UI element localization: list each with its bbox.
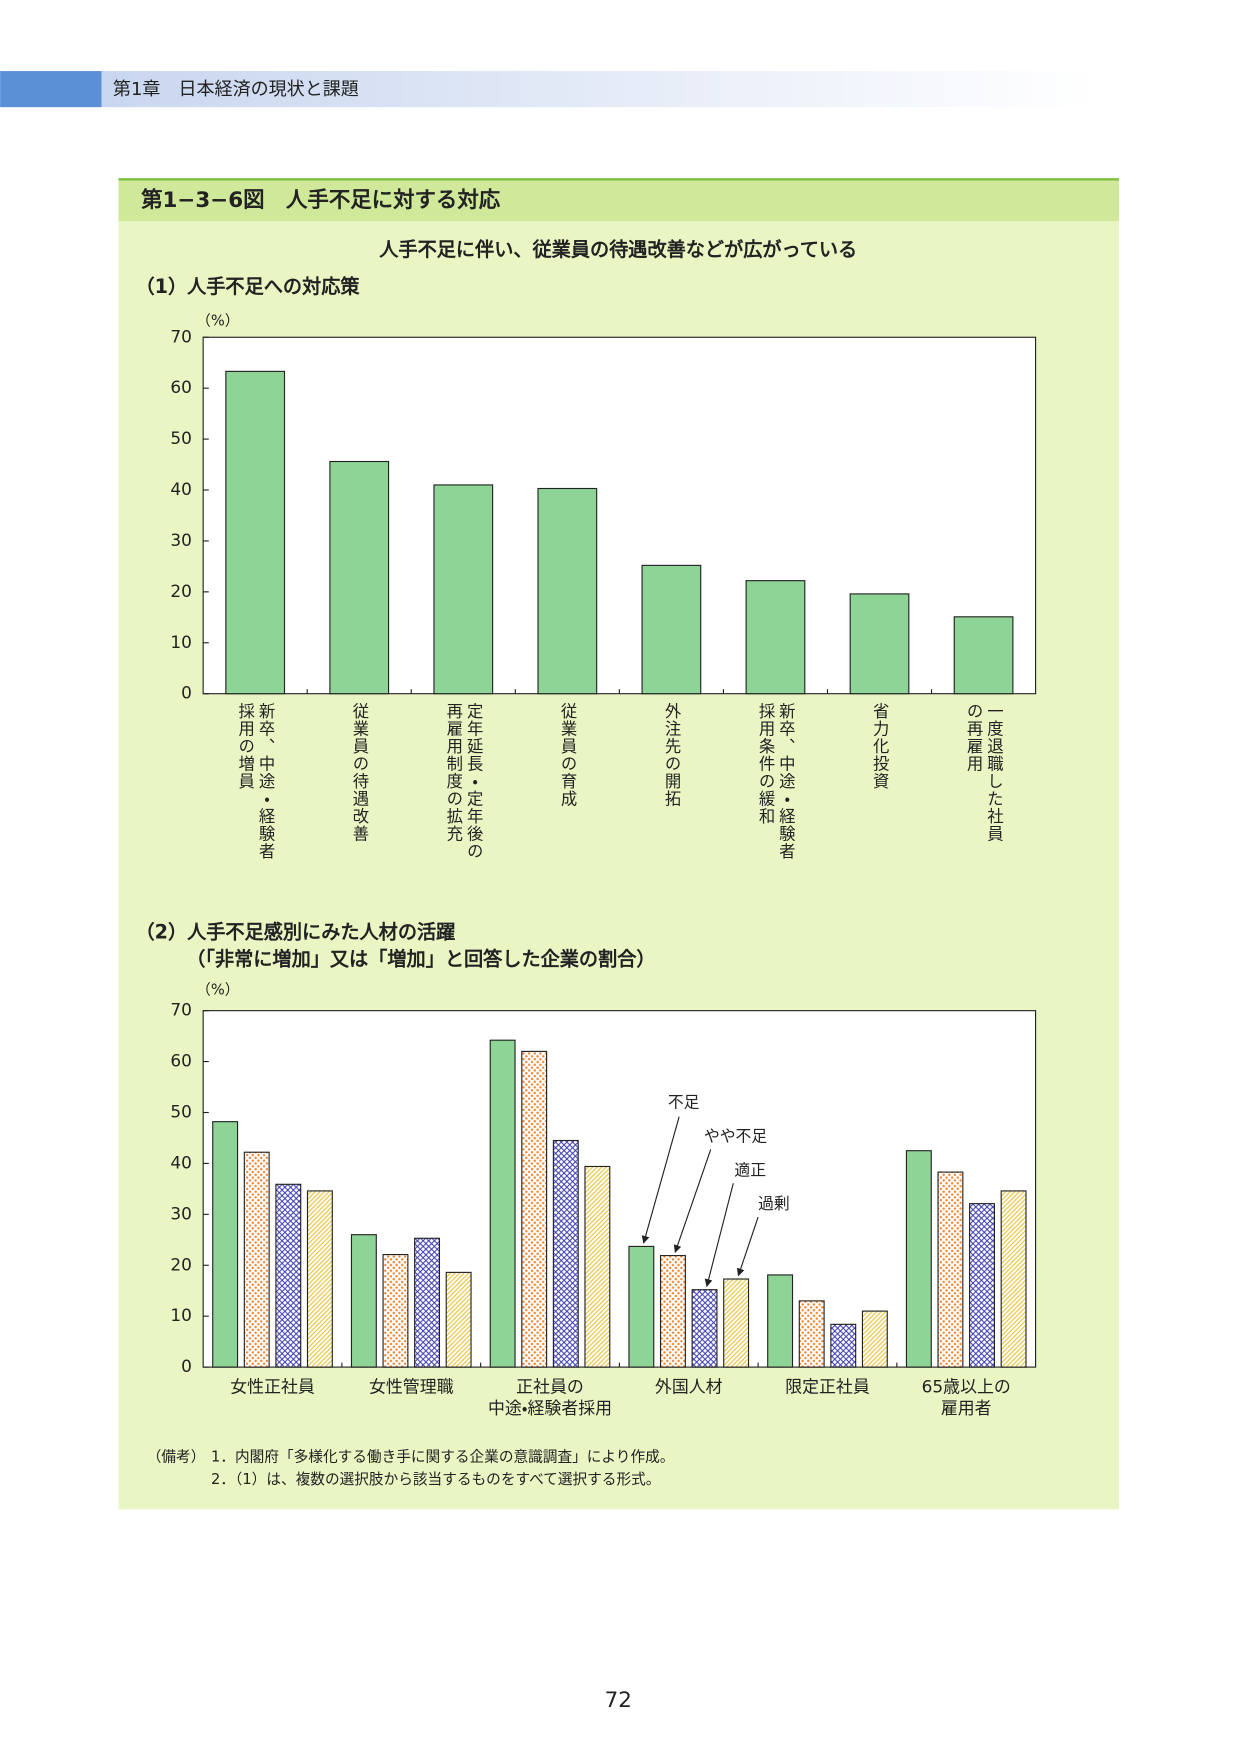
y-tick-label: 40 (170, 479, 192, 499)
y-tick-label: 50 (170, 1102, 192, 1122)
x-tick-label: 女性正社員 (230, 1376, 315, 1396)
x-tick-label-box: 従業員の育成 (558, 702, 577, 808)
y-axis-unit: （%） (196, 981, 239, 998)
bar (628, 1245, 655, 1368)
note: 1．内閣府「多様化する働き手に関する企業の意識調査」により作成。 (211, 1447, 674, 1465)
bar (225, 370, 286, 695)
header-bar (101, 71, 1095, 108)
x-tick-label-box: 定年延長・定年後の 再雇用制度の拡充 (444, 702, 483, 861)
x-tick-label: 限定正社員 (785, 1376, 870, 1396)
plot-area (202, 336, 1037, 695)
bar (552, 1139, 579, 1368)
x-tick-label: 新卒、中途・経験者 採用の増員 (236, 702, 275, 861)
legend-label: 過剰 (758, 1194, 790, 1213)
x-tick-label: 一度退職した社員 の再雇用 (964, 702, 1003, 843)
y-axis-unit: （%） (196, 312, 239, 329)
legend-label: 適正 (734, 1160, 766, 1179)
x-tick-label: 省力化投資 (870, 702, 889, 791)
bar (723, 1278, 750, 1368)
bar (830, 1323, 857, 1368)
chart-title: （1）人手不足への対応策 (135, 275, 360, 298)
x-tick-label: 新卒、中途・経験者 採用条件の緩和 (756, 702, 795, 861)
chart-title: （2）人手不足感別にみた人材の活躍 (135, 920, 455, 943)
x-tick-label: 65歳以上の雇用者 (922, 1376, 1011, 1417)
x-tick-label: 正社員の中途・経験者採用 (488, 1376, 612, 1417)
figure-title-band (118, 178, 1120, 222)
bar (691, 1289, 718, 1368)
x-tick-label: 外国人材 (655, 1376, 723, 1396)
bar (489, 1039, 516, 1368)
x-tick-label-box: 新卒、中途・経験者 採用条件の緩和 (756, 702, 795, 861)
bar (745, 580, 806, 695)
plot-area (202, 1010, 1037, 1368)
y-tick-label: 30 (170, 530, 192, 550)
note: 2．（1）は、複数の選択肢から該当するものをすべて選択する形式。 (211, 1471, 660, 1488)
bar (641, 564, 702, 695)
bar (1000, 1190, 1027, 1368)
bar (433, 484, 494, 695)
x-tick-label-box: 省力化投資 (870, 702, 889, 791)
bar (382, 1254, 409, 1368)
bar (861, 1310, 888, 1368)
bar (445, 1271, 472, 1368)
y-tick-label: 60 (170, 377, 192, 397)
bar (306, 1190, 333, 1368)
bar (937, 1171, 964, 1368)
y-tick-label: 10 (170, 1305, 192, 1325)
y-tick-label: 70 (170, 1000, 192, 1020)
y-tick-label: 30 (170, 1203, 192, 1223)
figure-title: 第1−3−6図 人手不足に対する対応 (141, 187, 501, 213)
x-tick-label: 女性管理職 (369, 1376, 454, 1396)
figure-subtitle: 人手不足に伴い、従業員の待遇改善などが広がっている (378, 238, 857, 261)
x-tick-label-box: 従業員の待遇改善 (350, 702, 369, 843)
legend-arrow (736, 1216, 759, 1277)
y-tick-label: 60 (170, 1051, 192, 1071)
bar (953, 616, 1014, 695)
y-tick-label: 50 (170, 428, 192, 448)
bar (212, 1121, 239, 1368)
x-tick-label-box: 一度退職した社員 の再雇用 (964, 702, 1003, 843)
y-tick-label: 20 (170, 1254, 192, 1274)
chart-subtitle: （「非常に増加」又は「増加」と回答した企業の割合） (186, 947, 655, 970)
x-tick-label: 定年延長・定年後の 再雇用制度の拡充 (444, 702, 483, 861)
bar (905, 1150, 932, 1368)
bar (659, 1255, 686, 1368)
bar (350, 1234, 377, 1368)
y-tick-label: 70 (170, 326, 192, 346)
page-number: 72 (605, 1688, 632, 1713)
bar (849, 593, 910, 695)
bar (537, 487, 598, 695)
bar (243, 1151, 270, 1368)
x-tick-label-box: 新卒、中途・経験者 採用の増員 (236, 702, 275, 861)
legend-label: 不足 (668, 1093, 700, 1112)
bar (414, 1237, 441, 1368)
legend-arrow (641, 1116, 680, 1244)
bar (521, 1050, 548, 1368)
x-tick-label: 外注先の開拓 (662, 702, 681, 808)
bar (798, 1300, 825, 1368)
y-tick-label: 40 (170, 1152, 192, 1172)
x-tick-label: 従業員の待遇改善 (350, 702, 369, 843)
notes-label: （備考） (147, 1448, 206, 1465)
legend-label: やや不足 (704, 1126, 767, 1145)
bar (767, 1274, 794, 1368)
bar (969, 1203, 995, 1368)
y-tick-label: 0 (181, 683, 192, 703)
legend-arrow (704, 1183, 734, 1288)
x-tick-label-box: 外注先の開拓 (662, 702, 681, 808)
y-tick-label: 0 (181, 1356, 192, 1376)
y-tick-label: 10 (170, 632, 192, 652)
bar (275, 1183, 302, 1368)
header-tab (0, 71, 102, 108)
x-tick-label: 従業員の育成 (558, 702, 577, 808)
bar (329, 460, 390, 695)
chapter-title: 第1章 日本経済の現状と課題 (113, 79, 359, 100)
y-tick-label: 20 (170, 581, 192, 601)
bar (584, 1165, 611, 1368)
legend-arrow (673, 1149, 712, 1253)
